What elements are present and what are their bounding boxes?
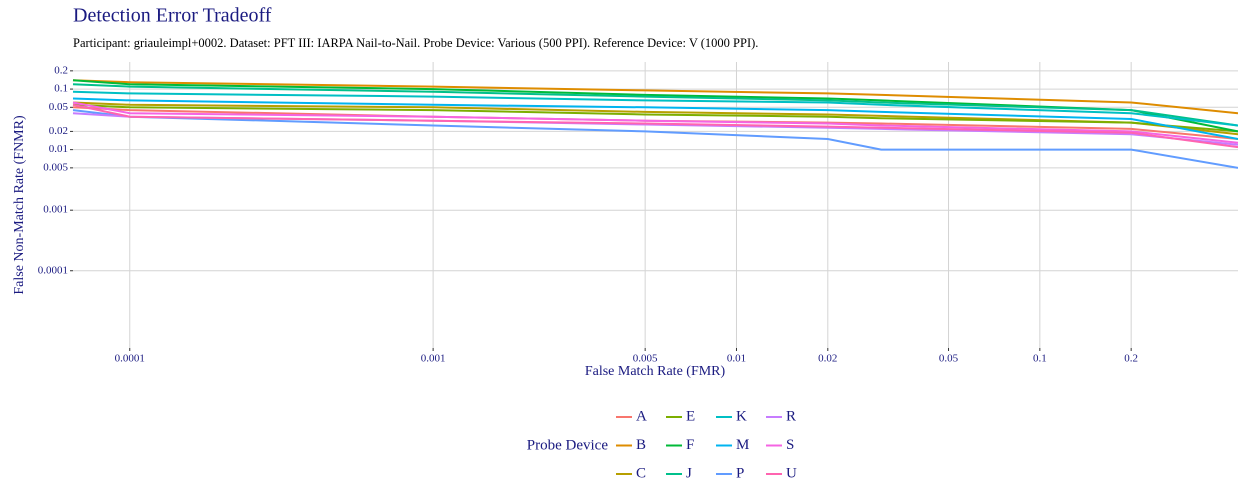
legend-label: B bbox=[636, 437, 646, 453]
legend-title: Probe Device bbox=[527, 437, 609, 453]
legend-label: J bbox=[686, 465, 692, 481]
legend-label: R bbox=[786, 408, 796, 424]
series-line bbox=[72, 103, 1238, 133]
legend-label: F bbox=[686, 437, 694, 453]
series-line bbox=[72, 103, 1238, 149]
legend-label: S bbox=[786, 437, 794, 453]
y-tick-label: 0.2 bbox=[54, 64, 68, 76]
y-axis-title: False Non-Match Rate (FNMR) bbox=[12, 115, 27, 295]
series-line bbox=[72, 90, 1238, 127]
legend-label: A bbox=[636, 408, 647, 424]
x-tick-label: 0.001 bbox=[421, 353, 446, 365]
x-tick-label: 0.1 bbox=[1033, 353, 1047, 365]
x-tick-label: 0.005 bbox=[633, 353, 658, 365]
y-tick-label: 0.05 bbox=[49, 101, 69, 113]
chart-subtitle: Participant: griauleimpl+0002. Dataset: … bbox=[73, 36, 758, 50]
series-line bbox=[72, 79, 1238, 115]
x-tick-label: 0.01 bbox=[727, 353, 746, 365]
legend-label: P bbox=[736, 465, 744, 481]
legend-label: K bbox=[736, 408, 747, 424]
legend-label: M bbox=[736, 437, 749, 453]
legend-label: U bbox=[786, 465, 797, 481]
legend-label: C bbox=[636, 465, 646, 481]
y-tick-label: 0.001 bbox=[43, 204, 68, 216]
x-tick-label: 0.0001 bbox=[115, 353, 145, 365]
x-axis-title: False Match Rate (FMR) bbox=[585, 364, 726, 379]
x-tick-label: 0.02 bbox=[818, 353, 837, 365]
x-tick-label: 0.2 bbox=[1124, 353, 1138, 365]
y-tick-label: 0.1 bbox=[54, 83, 68, 95]
y-tick-label: 0.005 bbox=[43, 161, 68, 173]
chart-title: Detection Error Tradeoff bbox=[73, 5, 272, 27]
y-tick-label: 0.01 bbox=[49, 143, 68, 155]
x-tick-label: 0.05 bbox=[939, 353, 959, 365]
y-tick-label: 0.02 bbox=[49, 125, 68, 137]
series-line bbox=[72, 101, 1238, 144]
series-line bbox=[72, 97, 1238, 140]
series-line bbox=[72, 83, 1238, 127]
y-tick-label: 0.0001 bbox=[38, 264, 68, 276]
legend-label: E bbox=[686, 408, 695, 424]
